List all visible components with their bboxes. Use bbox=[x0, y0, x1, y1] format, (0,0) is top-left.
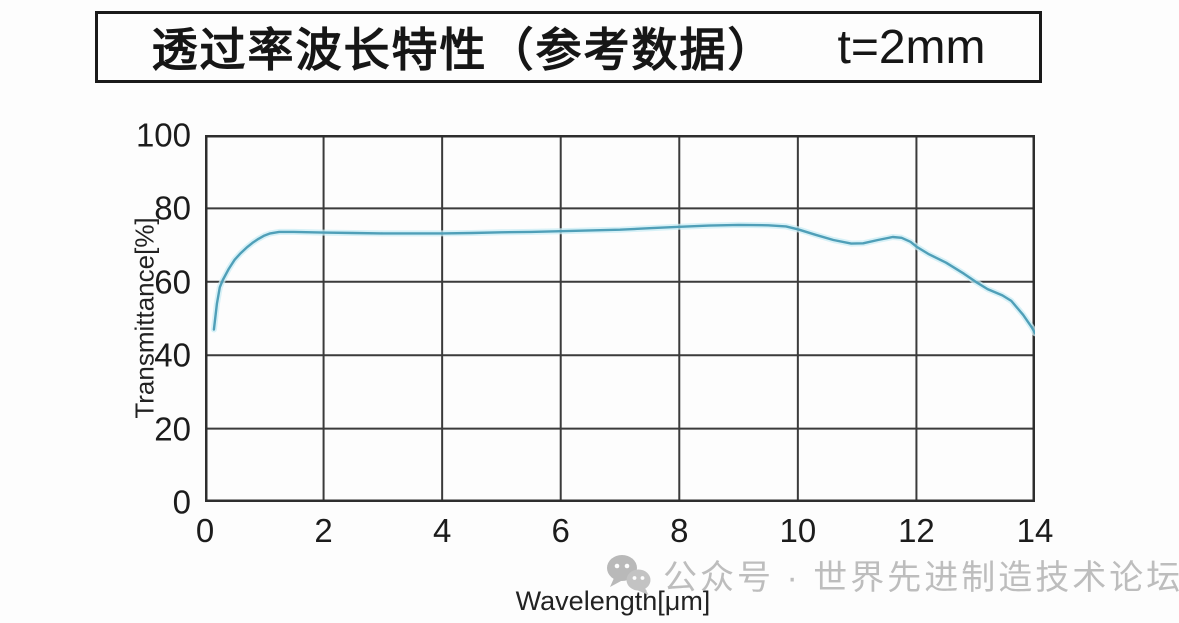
watermark-text: 公众号 · 世界先进制造技术论坛 bbox=[663, 559, 1179, 597]
x-axis-label: Wavelength[μm] bbox=[515, 586, 711, 616]
title-box: 透过率波长特性（参考数据） t=2mm bbox=[95, 11, 1042, 83]
y-tick-label: 0 bbox=[172, 483, 191, 521]
transmittance-curve-halo bbox=[210, 221, 1035, 337]
wechat-icon bbox=[605, 553, 653, 597]
x-tick-label: 8 bbox=[670, 512, 689, 549]
plot-border bbox=[205, 135, 1035, 502]
y-tick-label: 100 bbox=[135, 116, 191, 154]
x-tick-label: 2 bbox=[314, 512, 333, 549]
x-tick-label: 12 bbox=[898, 512, 935, 549]
x-tick-label: 0 bbox=[195, 512, 215, 549]
x-tick-label: 14 bbox=[1016, 512, 1054, 549]
thickness-annotation: t=2mm bbox=[837, 20, 986, 74]
y-tick-label: 40 bbox=[154, 336, 191, 374]
x-tick-label: 10 bbox=[779, 512, 817, 549]
y-tick-label: 20 bbox=[154, 410, 191, 448]
x-tick-label: 4 bbox=[432, 512, 452, 549]
watermark: 公众号 · 世界先进制造技术论坛 bbox=[605, 550, 1179, 599]
y-axis-label: Transmittance[%] bbox=[129, 217, 160, 419]
transmittance-curve bbox=[212, 223, 1035, 335]
y-tick-label: 80 bbox=[154, 189, 191, 227]
x-tick-label: 6 bbox=[551, 512, 570, 549]
chart-title: 透过率波长特性（参考数据） bbox=[151, 24, 776, 76]
y-tick-label: 60 bbox=[154, 263, 191, 301]
plot-area bbox=[205, 135, 1035, 502]
